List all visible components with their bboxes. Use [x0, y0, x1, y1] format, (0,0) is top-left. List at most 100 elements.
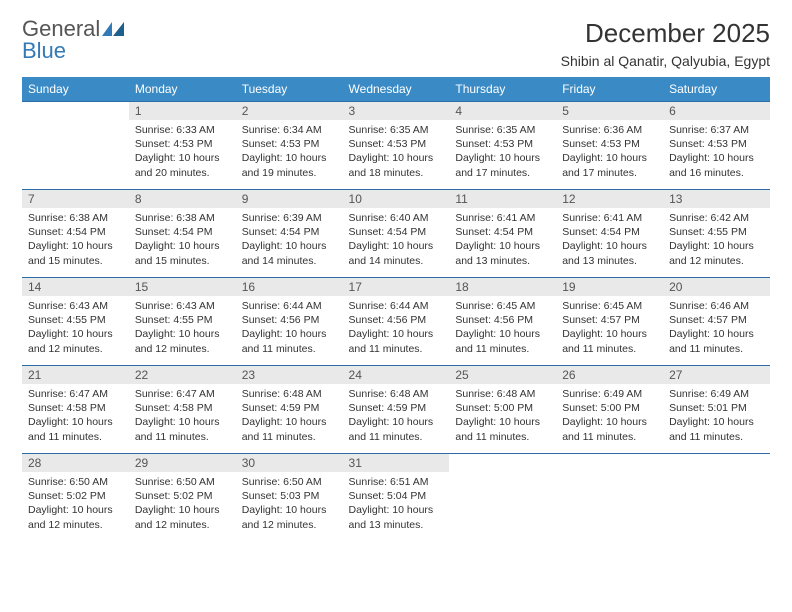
sunset-text: Sunset: 4:53 PM	[455, 137, 550, 151]
calendar-cell: 19Sunrise: 6:45 AMSunset: 4:57 PMDayligh…	[556, 278, 663, 366]
calendar-cell: 25 Sunrise: 6:48 AMSunset: 5:00 PMDayligh…	[449, 366, 556, 454]
day-number: 25	[449, 366, 556, 384]
sun-info: Sunrise: 6:41 AMSunset: 4:54 PMDaylight:…	[560, 211, 659, 268]
day-number: 22	[129, 366, 236, 384]
sunset-text: Sunset: 4:53 PM	[562, 137, 657, 151]
sunset-text: Sunset: 5:01 PM	[669, 401, 764, 415]
calendar-week: 14Sunrise: 6:43 AMSunset: 4:55 PMDayligh…	[22, 278, 770, 366]
day-number: 9	[236, 190, 343, 208]
day-number: 30	[236, 454, 343, 472]
calendar-cell: 6Sunrise: 6:37 AMSunset: 4:53 PMDaylight…	[663, 102, 770, 190]
day-number: 13	[663, 190, 770, 208]
sun-info: Sunrise: 6:36 AMSunset: 4:53 PMDaylight:…	[560, 123, 659, 180]
daylight-text: Daylight: 10 hours and 14 minutes.	[349, 239, 444, 267]
sun-info: Sunrise: 6:43 AMSunset: 4:55 PMDaylight:…	[26, 299, 125, 356]
day-number: 2	[236, 102, 343, 120]
sun-info: Sunrise: 6:51 AMSunset: 5:04 PMDaylight:…	[347, 475, 446, 532]
calendar-cell: 27Sunrise: 6:49 AMSunset: 5:01 PMDayligh…	[663, 366, 770, 454]
daylight-text: Daylight: 10 hours and 11 minutes.	[349, 415, 444, 443]
calendar-week: 7Sunrise: 6:38 AMSunset: 4:54 PMDaylight…	[22, 190, 770, 278]
daylight-text: Daylight: 10 hours and 11 minutes.	[455, 415, 550, 443]
day-header-row: SundayMondayTuesdayWednesdayThursdayFrid…	[22, 77, 770, 102]
brand-logo: General Blue	[22, 18, 124, 62]
sunset-text: Sunset: 4:54 PM	[349, 225, 444, 239]
sunset-text: Sunset: 4:55 PM	[669, 225, 764, 239]
sun-info: Sunrise: 6:45 AMSunset: 4:57 PMDaylight:…	[560, 299, 659, 356]
calendar-cell: 1Sunrise: 6:33 AMSunset: 4:53 PMDaylight…	[129, 102, 236, 190]
title-block: December 2025 Shibin al Qanatir, Qalyubi…	[561, 18, 770, 69]
sun-info: Sunrise: 6:44 AMSunset: 4:56 PMDaylight:…	[240, 299, 339, 356]
daylight-text: Daylight: 10 hours and 11 minutes.	[562, 327, 657, 355]
day-header: Wednesday	[343, 77, 450, 102]
daylight-text: Daylight: 10 hours and 11 minutes.	[135, 415, 230, 443]
day-number: 17	[343, 278, 450, 296]
sunrise-text: Sunrise: 6:50 AM	[28, 475, 123, 489]
sunset-text: Sunset: 4:53 PM	[669, 137, 764, 151]
sunset-text: Sunset: 4:56 PM	[455, 313, 550, 327]
sunrise-text: Sunrise: 6:47 AM	[28, 387, 123, 401]
sun-info: Sunrise: 6:47 AMSunset: 4:58 PMDaylight:…	[133, 387, 232, 444]
sunset-text: Sunset: 5:00 PM	[455, 401, 550, 415]
sunset-text: Sunset: 4:53 PM	[349, 137, 444, 151]
sunset-text: Sunset: 4:54 PM	[455, 225, 550, 239]
day-number: 10	[343, 190, 450, 208]
sunset-text: Sunset: 4:55 PM	[28, 313, 123, 327]
sunrise-text: Sunrise: 6:38 AM	[135, 211, 230, 225]
sunrise-text: Sunrise: 6:43 AM	[135, 299, 230, 313]
calendar-cell: 26Sunrise: 6:49 AMSunset: 5:00 PMDayligh…	[556, 366, 663, 454]
sun-info: Sunrise: 6:35 AMSunset: 4:53 PMDaylight:…	[453, 123, 552, 180]
calendar-cell: 3Sunrise: 6:35 AMSunset: 4:53 PMDaylight…	[343, 102, 450, 190]
day-number: 29	[129, 454, 236, 472]
calendar-cell: 4Sunrise: 6:35 AMSunset: 4:53 PMDaylight…	[449, 102, 556, 190]
calendar-cell: 29Sunrise: 6:50 AMSunset: 5:02 PMDayligh…	[129, 454, 236, 542]
location-text: Shibin al Qanatir, Qalyubia, Egypt	[561, 53, 770, 69]
calendar-cell	[449, 454, 556, 542]
sunrise-text: Sunrise: 6:37 AM	[669, 123, 764, 137]
day-number: 11	[449, 190, 556, 208]
sun-info: Sunrise: 6:48 AMSunset: 4:59 PMDaylight:…	[347, 387, 446, 444]
calendar-cell: 28Sunrise: 6:50 AMSunset: 5:02 PMDayligh…	[22, 454, 129, 542]
day-number: 5	[556, 102, 663, 120]
daylight-text: Daylight: 10 hours and 14 minutes.	[242, 239, 337, 267]
sun-info: Sunrise: 6:48 AMSunset: 5:00 PMDaylight:…	[453, 387, 552, 444]
day-header: Saturday	[663, 77, 770, 102]
sunrise-text: Sunrise: 6:38 AM	[28, 211, 123, 225]
sunset-text: Sunset: 4:54 PM	[242, 225, 337, 239]
sunrise-text: Sunrise: 6:48 AM	[455, 387, 550, 401]
daylight-text: Daylight: 10 hours and 11 minutes.	[349, 327, 444, 355]
calendar-cell: 23Sunrise: 6:48 AMSunset: 4:59 PMDayligh…	[236, 366, 343, 454]
sun-info: Sunrise: 6:38 AMSunset: 4:54 PMDaylight:…	[26, 211, 125, 268]
calendar-week: 28Sunrise: 6:50 AMSunset: 5:02 PMDayligh…	[22, 454, 770, 542]
day-header: Thursday	[449, 77, 556, 102]
sunset-text: Sunset: 4:53 PM	[135, 137, 230, 151]
calendar-cell: 20Sunrise: 6:46 AMSunset: 4:57 PMDayligh…	[663, 278, 770, 366]
daylight-text: Daylight: 10 hours and 19 minutes.	[242, 151, 337, 179]
calendar-cell: 14Sunrise: 6:43 AMSunset: 4:55 PMDayligh…	[22, 278, 129, 366]
day-header: Monday	[129, 77, 236, 102]
sun-info: Sunrise: 6:39 AMSunset: 4:54 PMDaylight:…	[240, 211, 339, 268]
sunrise-text: Sunrise: 6:51 AM	[349, 475, 444, 489]
day-header: Friday	[556, 77, 663, 102]
sunrise-text: Sunrise: 6:41 AM	[562, 211, 657, 225]
daylight-text: Daylight: 10 hours and 11 minutes.	[242, 327, 337, 355]
sunrise-text: Sunrise: 6:49 AM	[669, 387, 764, 401]
sunrise-text: Sunrise: 6:41 AM	[455, 211, 550, 225]
calendar-cell: 7Sunrise: 6:38 AMSunset: 4:54 PMDaylight…	[22, 190, 129, 278]
sunrise-text: Sunrise: 6:50 AM	[242, 475, 337, 489]
daylight-text: Daylight: 10 hours and 12 minutes.	[242, 503, 337, 531]
daylight-text: Daylight: 10 hours and 17 minutes.	[455, 151, 550, 179]
sunrise-text: Sunrise: 6:40 AM	[349, 211, 444, 225]
day-number: 6	[663, 102, 770, 120]
sun-info: Sunrise: 6:43 AMSunset: 4:55 PMDaylight:…	[133, 299, 232, 356]
calendar-cell: 11Sunrise: 6:41 AMSunset: 4:54 PMDayligh…	[449, 190, 556, 278]
sunrise-text: Sunrise: 6:42 AM	[669, 211, 764, 225]
calendar-cell: 24Sunrise: 6:48 AMSunset: 4:59 PMDayligh…	[343, 366, 450, 454]
sunrise-text: Sunrise: 6:50 AM	[135, 475, 230, 489]
sunrise-text: Sunrise: 6:43 AM	[28, 299, 123, 313]
day-number: 18	[449, 278, 556, 296]
calendar-cell	[22, 102, 129, 190]
sunrise-text: Sunrise: 6:48 AM	[349, 387, 444, 401]
sun-info: Sunrise: 6:44 AMSunset: 4:56 PMDaylight:…	[347, 299, 446, 356]
calendar-cell: 17 Sunrise: 6:44 AMSunset: 4:56 PMDayligh…	[343, 278, 450, 366]
sunrise-text: Sunrise: 6:49 AM	[562, 387, 657, 401]
